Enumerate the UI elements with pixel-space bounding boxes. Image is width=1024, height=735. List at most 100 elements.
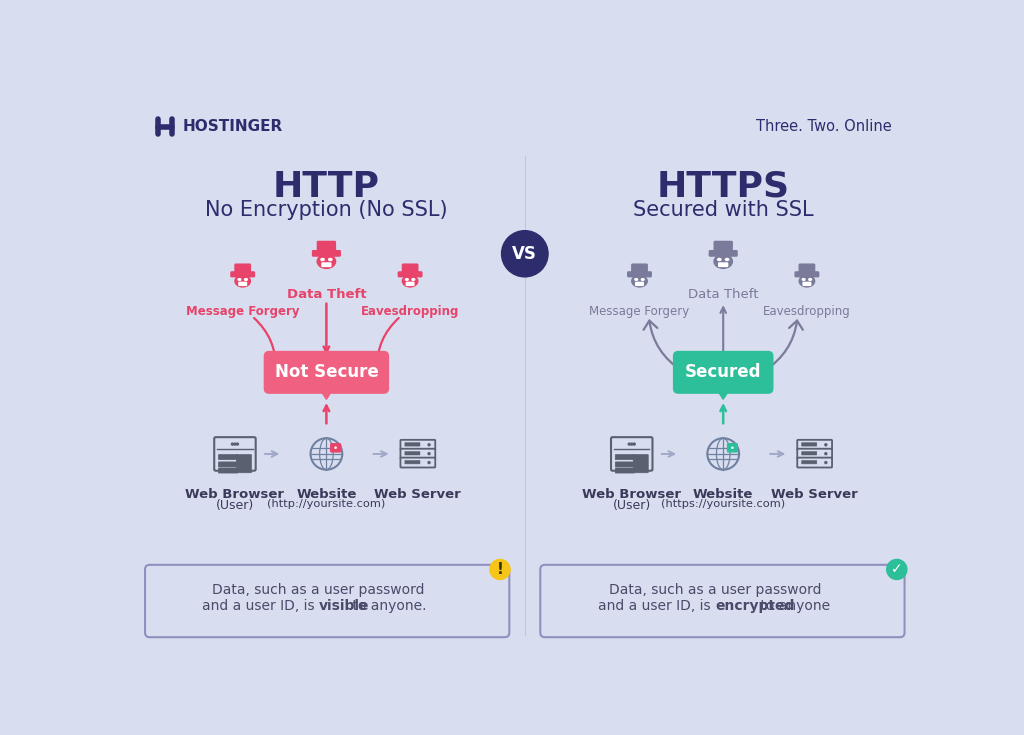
FancyBboxPatch shape <box>719 263 728 267</box>
Circle shape <box>887 559 907 579</box>
Text: Data Theft: Data Theft <box>688 288 759 301</box>
Ellipse shape <box>317 254 336 268</box>
Circle shape <box>427 452 431 456</box>
FancyBboxPatch shape <box>331 444 340 452</box>
Ellipse shape <box>402 276 418 287</box>
Ellipse shape <box>234 276 251 287</box>
Circle shape <box>427 461 431 465</box>
Text: and a user ID, is: and a user ID, is <box>202 598 318 613</box>
FancyBboxPatch shape <box>239 282 247 285</box>
FancyBboxPatch shape <box>404 442 420 446</box>
FancyBboxPatch shape <box>404 461 420 464</box>
FancyBboxPatch shape <box>803 282 811 285</box>
Text: (https://yoursite.com): (https://yoursite.com) <box>662 498 785 509</box>
Text: Data, such as a user password: Data, such as a user password <box>212 584 425 598</box>
Circle shape <box>502 231 548 277</box>
FancyBboxPatch shape <box>400 449 435 459</box>
FancyBboxPatch shape <box>710 251 737 256</box>
Polygon shape <box>319 389 334 399</box>
Circle shape <box>427 443 431 446</box>
Ellipse shape <box>406 279 409 280</box>
FancyBboxPatch shape <box>727 444 737 452</box>
FancyBboxPatch shape <box>628 272 651 276</box>
Text: Data Theft: Data Theft <box>287 288 367 301</box>
FancyBboxPatch shape <box>636 282 643 285</box>
FancyBboxPatch shape <box>218 454 238 459</box>
Ellipse shape <box>635 279 638 280</box>
Text: to anyone: to anyone <box>756 598 829 613</box>
FancyBboxPatch shape <box>615 468 635 473</box>
Circle shape <box>334 446 337 449</box>
FancyBboxPatch shape <box>611 437 652 470</box>
Text: (User): (User) <box>612 498 651 512</box>
FancyBboxPatch shape <box>798 440 833 450</box>
FancyBboxPatch shape <box>402 264 418 274</box>
FancyBboxPatch shape <box>674 351 773 393</box>
Circle shape <box>628 442 631 446</box>
FancyBboxPatch shape <box>312 251 340 256</box>
Circle shape <box>824 443 827 446</box>
Text: Eavesdropping: Eavesdropping <box>763 305 851 318</box>
FancyBboxPatch shape <box>218 462 238 467</box>
Circle shape <box>731 446 733 449</box>
FancyBboxPatch shape <box>407 282 414 285</box>
Text: Message Forgery: Message Forgery <box>186 305 299 318</box>
FancyBboxPatch shape <box>214 437 256 470</box>
FancyBboxPatch shape <box>615 462 635 467</box>
Circle shape <box>630 442 634 446</box>
Text: Website: Website <box>296 488 356 501</box>
FancyBboxPatch shape <box>398 272 422 276</box>
Text: Data, such as a user password: Data, such as a user password <box>609 584 821 598</box>
Circle shape <box>233 442 237 446</box>
Ellipse shape <box>802 279 805 280</box>
FancyArrowPatch shape <box>643 320 682 371</box>
FancyArrowPatch shape <box>370 318 398 368</box>
Ellipse shape <box>632 276 647 287</box>
FancyBboxPatch shape <box>796 272 818 276</box>
Polygon shape <box>716 389 730 399</box>
Text: VS: VS <box>512 245 538 262</box>
Ellipse shape <box>718 259 721 261</box>
Ellipse shape <box>799 276 815 287</box>
FancyBboxPatch shape <box>802 461 817 464</box>
Text: Not Secure: Not Secure <box>274 363 378 381</box>
Circle shape <box>310 438 342 470</box>
Text: (User): (User) <box>216 498 254 512</box>
FancyBboxPatch shape <box>237 454 252 473</box>
FancyBboxPatch shape <box>802 442 817 446</box>
Ellipse shape <box>329 259 332 261</box>
Text: Message Forgery: Message Forgery <box>590 305 689 318</box>
Circle shape <box>236 442 240 446</box>
Ellipse shape <box>245 279 248 280</box>
Ellipse shape <box>714 254 732 268</box>
FancyBboxPatch shape <box>236 264 251 274</box>
Text: Web Server: Web Server <box>771 488 858 501</box>
FancyBboxPatch shape <box>799 264 814 274</box>
Ellipse shape <box>641 279 644 280</box>
FancyArrowPatch shape <box>764 320 803 371</box>
Circle shape <box>633 442 636 446</box>
Text: ✓: ✓ <box>891 562 902 576</box>
FancyBboxPatch shape <box>322 263 331 267</box>
FancyBboxPatch shape <box>633 454 648 473</box>
Text: Eavesdropping: Eavesdropping <box>360 305 460 318</box>
Text: HTTPS: HTTPS <box>656 170 790 204</box>
Circle shape <box>489 559 510 579</box>
Text: Website: Website <box>693 488 754 501</box>
Ellipse shape <box>725 259 729 261</box>
Ellipse shape <box>238 279 241 280</box>
FancyBboxPatch shape <box>400 458 435 467</box>
Text: Web Server: Web Server <box>375 488 461 501</box>
Text: Web Browser: Web Browser <box>583 488 681 501</box>
FancyBboxPatch shape <box>615 454 635 459</box>
Circle shape <box>230 442 234 446</box>
Text: No Encryption (No SSL): No Encryption (No SSL) <box>205 200 447 220</box>
Text: encrypted: encrypted <box>716 598 795 613</box>
FancyBboxPatch shape <box>798 449 833 459</box>
Text: HOSTINGER: HOSTINGER <box>182 119 283 135</box>
Circle shape <box>708 438 739 470</box>
Text: HTTP: HTTP <box>273 170 380 204</box>
Text: visible: visible <box>318 598 369 613</box>
Circle shape <box>824 452 827 456</box>
Ellipse shape <box>412 279 415 280</box>
